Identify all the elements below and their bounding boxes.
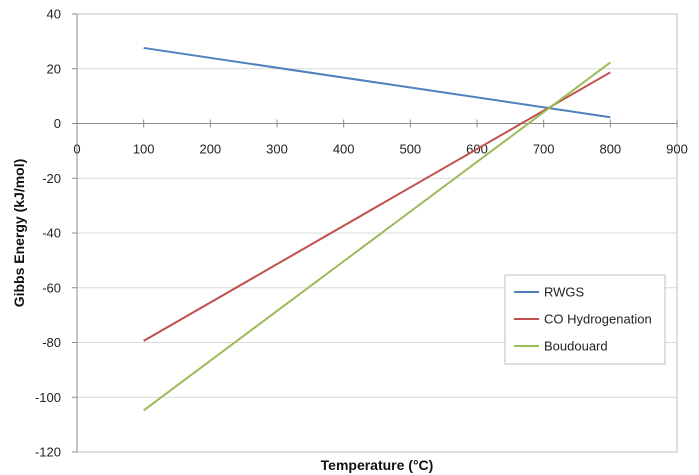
gridlines [77,13,677,453]
axes [72,13,678,453]
y-tick-label: -100 [35,390,61,405]
y-tick-label: -60 [42,280,61,295]
tick-labels: 0 100 200 300 400 500 600 700 800 90040200-20-40-… [35,7,688,460]
legend-label: RWGS [544,285,585,300]
legend-item: RWGS [514,285,585,300]
series-line-2 [143,71,611,342]
x-tick-label: 900 [666,142,688,157]
legend-item: Boudouard [514,339,608,354]
x-tick-label: 500 [399,142,421,157]
legend-label: Boudouard [544,339,608,354]
y-tick-label: 40 [47,7,61,22]
series-line-3 [143,61,611,412]
y-tick-label: -80 [42,335,61,350]
legend-label: CO Hydrogenation [544,312,652,327]
y-tick-label: -20 [42,171,61,186]
x-tick-label: 800 [599,142,621,157]
y-tick-label: -120 [35,445,61,460]
y-axis-title: Gibbs Energy (kJ/mol) [11,159,27,308]
x-axis-title: Temperature (°C) [321,457,434,473]
legend-item: CO Hydrogenation [514,312,652,327]
y-tick-label: -40 [42,226,61,241]
x-tick-label: 700 [533,142,555,157]
series-line-1 [143,46,611,119]
y-tick-label: 20 [47,61,61,76]
y-tick-label: 0 [54,116,61,131]
x-tick-label: 200 [199,142,221,157]
series-lines [143,46,611,412]
x-tick-label: 100 [133,142,155,157]
x-tick-label: 300 [266,142,288,157]
x-tick-label: 400 [333,142,355,157]
legend: RWGS CO Hydrogenation Boudouard [504,274,666,365]
x-tick-label: 0 [73,142,80,157]
